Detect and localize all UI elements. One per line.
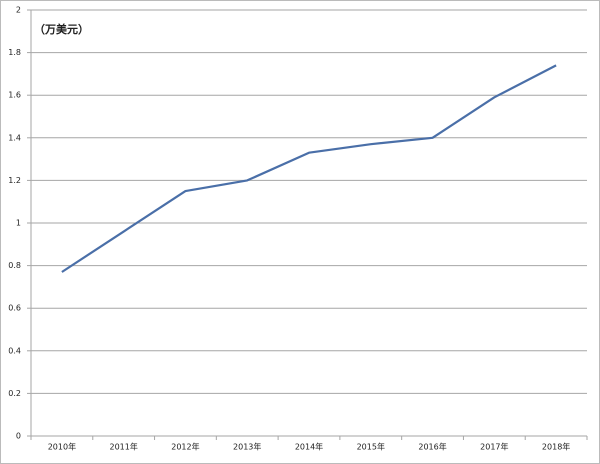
data-line [61, 64, 557, 273]
y-tick-label: 1.6 [8, 91, 21, 100]
x-tick-label: 2015年 [357, 442, 385, 452]
x-tick-label: 2010年 [48, 442, 76, 452]
x-tick-label: 2016年 [418, 442, 446, 452]
y-tick-label: 0 [16, 432, 21, 441]
unit-annotation: （万美元） [34, 22, 89, 36]
x-tick-label: 2018年 [542, 442, 570, 452]
x-tick-label: 2012年 [171, 442, 199, 452]
x-tick-label: 2014年 [295, 442, 323, 452]
y-tick-label: 1.4 [8, 133, 21, 142]
y-tick-label: 0.2 [8, 389, 21, 398]
x-tick-label: 2017年 [480, 442, 508, 452]
y-tick-label: 1.2 [8, 176, 21, 185]
x-tick-label: 2013年 [233, 442, 261, 452]
y-tick-label: 1 [16, 219, 21, 228]
y-tick-label: 0.8 [8, 261, 21, 270]
y-tick-label: 0.6 [8, 304, 21, 313]
y-tick-label: 0.4 [8, 346, 21, 355]
x-tick-label: 2011年 [109, 442, 137, 452]
y-tick-label: 1.8 [8, 48, 21, 57]
y-tick-label: 2 [16, 6, 21, 15]
